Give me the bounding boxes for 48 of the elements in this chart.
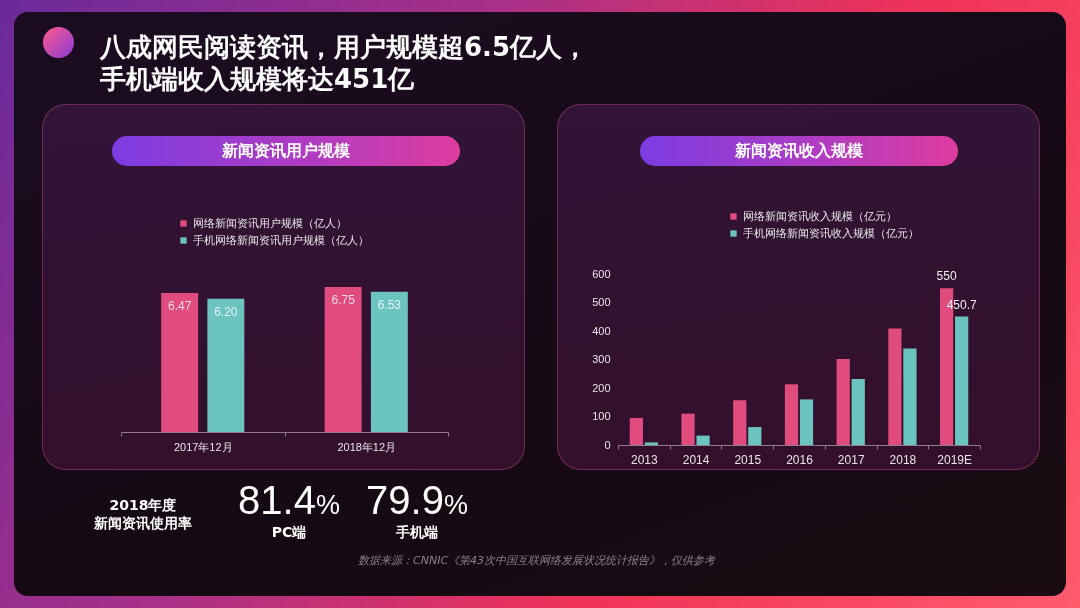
y-tick-label: 300 xyxy=(592,353,611,365)
text: 2018年度 xyxy=(108,496,178,514)
y-tick-label: 0 xyxy=(604,438,611,451)
legend-label: 网络新闻资讯收入规模（亿元） xyxy=(743,209,897,222)
bar xyxy=(681,413,695,445)
category-label: 手机端 xyxy=(396,524,438,540)
y-tick-label: 400 xyxy=(592,324,611,337)
bar xyxy=(836,358,850,445)
bar xyxy=(888,328,902,445)
bar xyxy=(851,378,865,445)
text: 八成网民阅读资讯，用户规模超6.5亿人，手机端收入规模将达451亿 xyxy=(100,31,590,95)
bar xyxy=(733,400,747,445)
data-label: 550 xyxy=(936,269,957,284)
x-tick-label: 2013 xyxy=(631,452,659,467)
source-note: 数据来源：CNNIC《第43次中国互联网络发展状况统计报告》，仅供参考 xyxy=(358,553,716,568)
data-label: 6.20 xyxy=(214,304,238,319)
x-tick-label: 2019E xyxy=(937,452,972,467)
x-tick-label: 2017年12月 xyxy=(173,440,233,453)
data-label: 6.47 xyxy=(167,299,192,314)
y-tick-label: 600 xyxy=(592,267,611,280)
text: 79.9% xyxy=(366,478,468,522)
text: 新闻资讯使用率 xyxy=(93,514,193,532)
bar xyxy=(903,348,917,445)
legend-label: 手机网络新闻资讯用户规模（亿人） xyxy=(193,233,369,246)
x-tick-label: 2014 xyxy=(682,452,710,467)
x-tick-label: 2018 xyxy=(889,452,917,467)
x-tick-label: 2018年12月 xyxy=(337,440,397,453)
legend-label: 手机网络新闻资讯收入规模（亿元） xyxy=(743,226,919,239)
category-label: PC端 xyxy=(271,524,307,540)
y-tick-label: 500 xyxy=(592,296,611,308)
bar xyxy=(644,442,658,445)
legend-label: 网络新闻资讯用户规模（亿人） xyxy=(193,216,347,229)
bar xyxy=(696,435,710,445)
bar xyxy=(784,384,799,445)
y-tick-label: 100 xyxy=(592,410,611,422)
bar xyxy=(748,427,762,445)
y-tick-label: 200 xyxy=(592,381,611,394)
text: 81.4% xyxy=(238,478,340,522)
chart-title: 新闻资讯用户规模 xyxy=(222,141,350,161)
x-tick-label: 2015 xyxy=(734,452,762,467)
chart-title: 新闻资讯收入规模 xyxy=(735,141,863,161)
x-tick-label: 2016 xyxy=(786,452,814,467)
data-label: 6.53 xyxy=(377,297,402,312)
data-label: 6.75 xyxy=(331,293,356,307)
bar xyxy=(799,399,814,445)
bar xyxy=(955,316,969,445)
x-tick-label: 2017 xyxy=(837,452,865,467)
bar xyxy=(629,417,643,445)
